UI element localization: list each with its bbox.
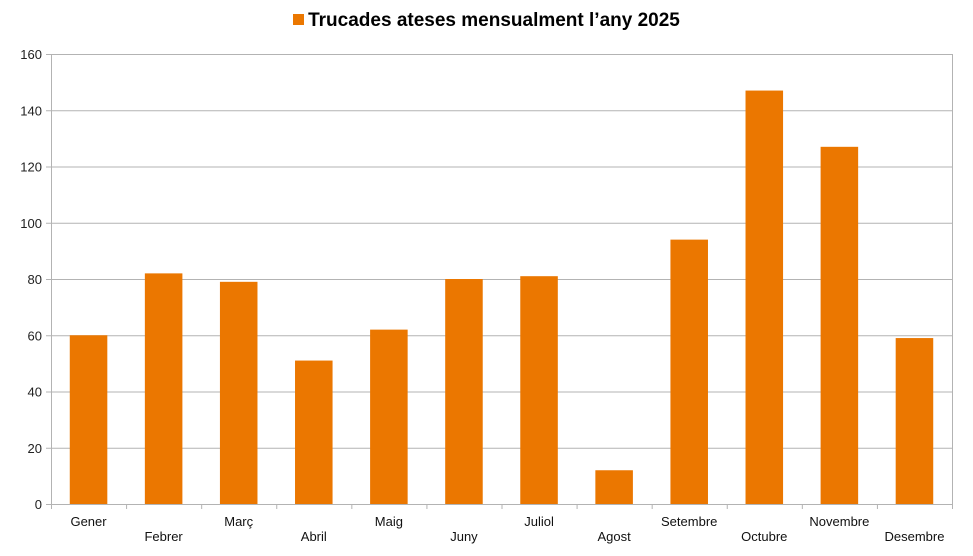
x-tick-label: Novembre xyxy=(809,514,869,529)
legend-swatch xyxy=(293,14,305,25)
x-tick-label: Abril xyxy=(301,529,327,544)
x-tick-label: Febrer xyxy=(144,529,183,544)
y-tick-label: 80 xyxy=(28,272,42,287)
x-tick-label: Març xyxy=(224,514,253,529)
y-tick-label: 20 xyxy=(28,441,42,456)
bar-juliol xyxy=(520,276,558,504)
x-tick-label: Juny xyxy=(450,529,478,544)
bar-març xyxy=(219,281,258,504)
y-tick-label: 100 xyxy=(20,216,42,231)
bar-maig xyxy=(370,329,408,504)
x-tick-label: Agost xyxy=(598,529,632,544)
x-tick-label: Gener xyxy=(70,514,107,529)
bar-juny xyxy=(445,279,483,504)
y-tick-label: 60 xyxy=(28,328,42,343)
bar-abril xyxy=(295,360,333,504)
chart-title-text: Trucades ateses mensualment l’any 2025 xyxy=(308,10,680,31)
bar-febrer xyxy=(144,273,183,504)
y-tick-label: 0 xyxy=(35,497,42,512)
chart-title: Trucades ateses mensualment l’any 2025 xyxy=(0,10,973,32)
bar-gener xyxy=(69,335,108,504)
x-tick-label: Octubre xyxy=(741,529,787,544)
bar-desembre xyxy=(895,338,934,504)
x-tick-label: Setembre xyxy=(661,514,717,529)
y-tick-label: 120 xyxy=(20,160,42,175)
y-tick-label: 140 xyxy=(20,103,42,118)
x-tick-label: Juliol xyxy=(524,514,554,529)
bar-agost xyxy=(595,470,633,504)
x-tick-label: Maig xyxy=(375,514,403,529)
y-tick-label: 40 xyxy=(28,385,42,400)
bar-novembre xyxy=(820,146,859,504)
bar-setembre xyxy=(670,239,708,504)
bar-octubre xyxy=(745,90,784,504)
y-tick-label: 160 xyxy=(20,47,42,62)
x-tick-label: Desembre xyxy=(884,529,944,544)
